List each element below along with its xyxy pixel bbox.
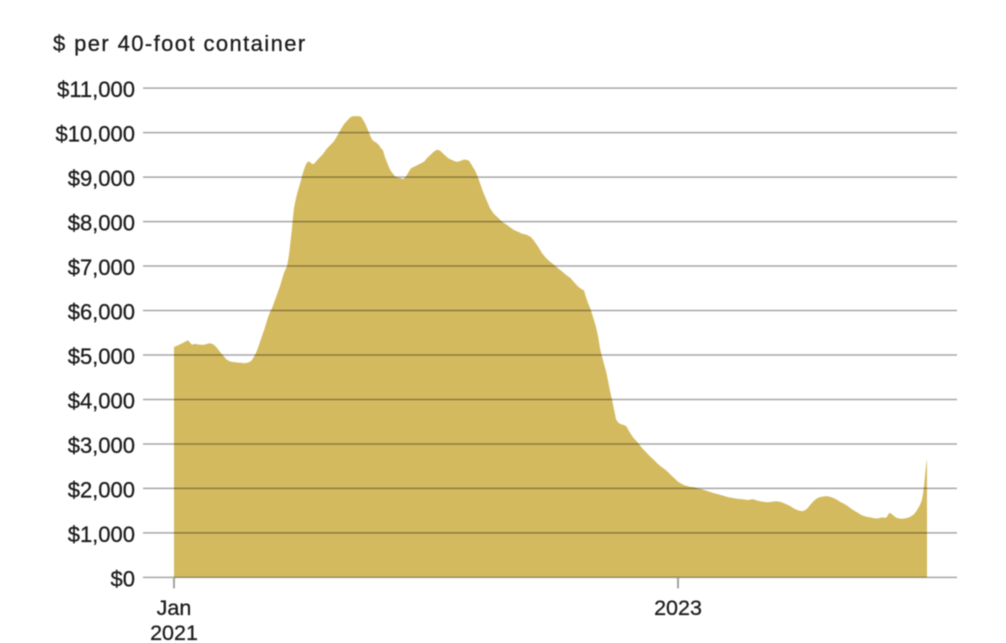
svg-text:$3,000: $3,000 bbox=[68, 433, 135, 458]
svg-text:$0: $0 bbox=[111, 566, 135, 591]
svg-text:$2,000: $2,000 bbox=[68, 477, 135, 502]
svg-text:2021: 2021 bbox=[150, 621, 198, 643]
svg-text:$11,000: $11,000 bbox=[57, 77, 135, 102]
svg-text:$7,000: $7,000 bbox=[68, 255, 135, 280]
svg-text:$5,000: $5,000 bbox=[68, 344, 135, 369]
svg-text:$ per 40-foot container: $ per 40-foot container bbox=[53, 31, 307, 56]
svg-text:$4,000: $4,000 bbox=[68, 389, 135, 414]
svg-text:2023: 2023 bbox=[654, 596, 702, 620]
svg-text:$1,000: $1,000 bbox=[68, 522, 135, 547]
svg-text:$6,000: $6,000 bbox=[68, 300, 135, 325]
svg-text:$9,000: $9,000 bbox=[68, 166, 135, 191]
svg-text:Jan: Jan bbox=[157, 596, 192, 620]
svg-text:$8,000: $8,000 bbox=[68, 211, 135, 236]
svg-text:$10,000: $10,000 bbox=[55, 122, 135, 147]
